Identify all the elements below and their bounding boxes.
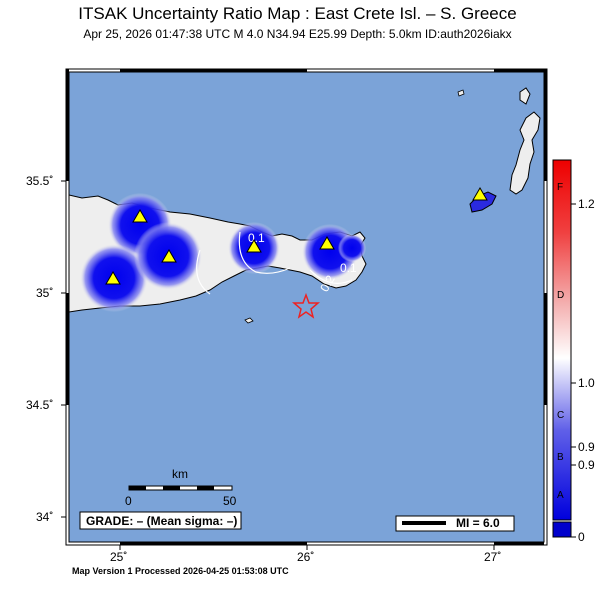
map-border-bars	[66, 69, 547, 545]
processing-footer: Map Version 1 Processed 2026-04-25 01:53…	[72, 566, 289, 576]
station-markers	[105, 187, 488, 285]
islet	[457, 89, 465, 97]
karpathos-island	[509, 111, 541, 195]
lat-tick-label: 35.5˚	[26, 174, 53, 188]
grade-box	[79, 511, 242, 530]
scale-end: 50	[223, 494, 237, 508]
scale-unit: km	[172, 467, 188, 481]
lon-tick-label: 27˚	[484, 550, 501, 564]
colorbar: F D C B A 1.2 1.0 0.9 0.9 0	[552, 159, 595, 544]
colorbar-value: 0.9	[578, 440, 595, 454]
colorbar-value: 1.2	[578, 197, 595, 211]
mi-legend-box	[395, 515, 515, 532]
map-title: ITSAK Uncertainty Ratio Map : East Crete…	[78, 4, 517, 23]
contour-label: 0.1	[340, 261, 357, 275]
map-subtitle: Apr 25, 2026 01:47:38 UTC M 4.0 N34.94 E…	[83, 27, 512, 41]
station-marker	[132, 209, 148, 223]
lat-tick-label: 34.5˚	[26, 398, 53, 412]
colorbar-value: 1.0	[578, 376, 595, 390]
small-island	[244, 317, 254, 324]
scale-bar: km 0 50	[125, 467, 237, 508]
colorbar-letter: C	[557, 410, 564, 421]
lon-tick-label: 25˚	[110, 550, 127, 564]
sea-area	[69, 72, 544, 542]
colorbar-value: 0.9	[578, 458, 595, 472]
epicenter-star	[291, 292, 321, 319]
station-marker	[319, 236, 335, 250]
mi-legend-label: MI = 6.0	[456, 516, 500, 530]
contour-line	[196, 249, 211, 295]
grade-text: GRADE: – (Mean sigma: –)	[86, 514, 237, 528]
lat-tick-label: 35˚	[36, 286, 53, 300]
uncertainty-zone	[338, 234, 366, 262]
station-marker	[161, 249, 177, 263]
scale-start: 0	[125, 494, 132, 508]
station-marker	[105, 271, 121, 285]
lon-tick-label: 26˚	[297, 550, 314, 564]
colorbar-letter: D	[557, 290, 564, 301]
lat-tick-label: 34˚	[36, 510, 53, 524]
contour-line	[309, 269, 353, 284]
contour-label: 0.1	[248, 231, 265, 245]
colorbar-letter: F	[557, 182, 563, 193]
station-marker	[472, 187, 488, 201]
contour-line	[238, 231, 291, 274]
colorbar-letter: A	[557, 490, 564, 501]
colorbar-value: 0	[578, 530, 585, 544]
station-marker	[246, 239, 262, 253]
saria-island	[519, 87, 531, 105]
colorbar-min-swatch	[552, 521, 572, 538]
colorbar-letter: B	[557, 452, 564, 463]
